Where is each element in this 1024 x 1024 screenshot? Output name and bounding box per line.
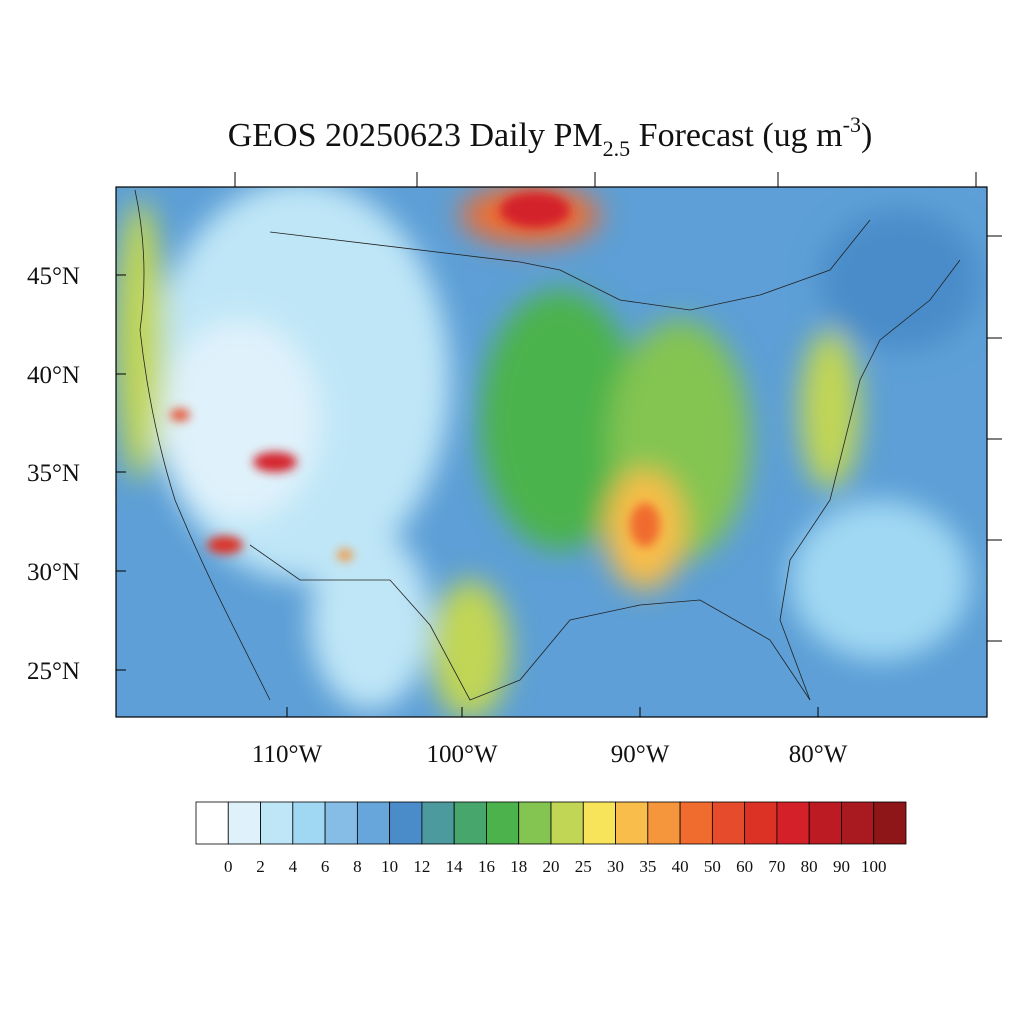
colorbar-box xyxy=(808,801,842,845)
colorbar-label: 25 xyxy=(575,857,592,876)
colorbar-label: 70 xyxy=(768,857,785,876)
lat-label: 40°N xyxy=(27,362,80,389)
map-frame xyxy=(115,186,988,718)
colorbar-box xyxy=(324,801,358,845)
map-field xyxy=(116,187,987,717)
colorbar-label: 16 xyxy=(478,857,495,876)
lon-label: 110°W xyxy=(252,741,323,768)
colorbar-label: 8 xyxy=(353,857,362,876)
lat-label: 25°N xyxy=(27,658,80,685)
title: GEOS 20250623 Daily PM2.5 Forecast (ug m… xyxy=(228,112,873,161)
lon-label: 100°W xyxy=(426,741,497,768)
colorbar-label: 60 xyxy=(736,857,753,876)
colorbar-box xyxy=(421,801,455,845)
colorbar-box xyxy=(873,801,907,845)
colorbar-box xyxy=(518,801,552,845)
colorbar-label: 4 xyxy=(289,857,298,876)
colorbar-box xyxy=(776,801,810,845)
colorbar-label: 100 xyxy=(861,857,887,876)
lon-label: 90°W xyxy=(611,741,670,768)
colorbar-label: 35 xyxy=(639,857,656,876)
colorbar-box xyxy=(550,801,584,845)
colorbar-label: 14 xyxy=(446,857,464,876)
colorbar-box xyxy=(615,801,649,845)
colorbar-box xyxy=(582,801,616,845)
colorbar-label: 50 xyxy=(704,857,721,876)
colorbar-box xyxy=(260,801,294,845)
lon-label: 80°W xyxy=(789,741,848,768)
colorbar-label: 0 xyxy=(224,857,233,876)
colorbar-box xyxy=(292,801,326,845)
colorbar-label: 30 xyxy=(607,857,624,876)
colorbar-box xyxy=(679,801,713,845)
colorbar-box xyxy=(227,801,261,845)
colorbar-label: 2 xyxy=(256,857,265,876)
lat-label: 30°N xyxy=(27,559,80,586)
colorbar-label: 6 xyxy=(321,857,330,876)
colorbar-label: 90 xyxy=(833,857,850,876)
colorbar-box xyxy=(841,801,875,845)
colorbar-box xyxy=(744,801,778,845)
colorbar-label: 12 xyxy=(413,857,430,876)
colorbar-label: 40 xyxy=(672,857,689,876)
colorbar-box xyxy=(453,801,487,845)
colorbar-box xyxy=(711,801,746,845)
colorbar-box xyxy=(647,801,681,845)
lat-label: 45°N xyxy=(27,263,80,290)
colorbar-label: 10 xyxy=(381,857,398,876)
colorbar-box xyxy=(195,801,229,845)
lat-label: 35°N xyxy=(27,460,80,487)
colorbar-box xyxy=(486,801,520,845)
frame-ticks xyxy=(234,172,1002,642)
colorbar-box xyxy=(356,801,391,845)
colorbar-label: 18 xyxy=(510,857,527,876)
colorbar-label: 20 xyxy=(543,857,560,876)
colorbar-label: 80 xyxy=(801,857,818,876)
colorbar-box xyxy=(389,801,423,845)
